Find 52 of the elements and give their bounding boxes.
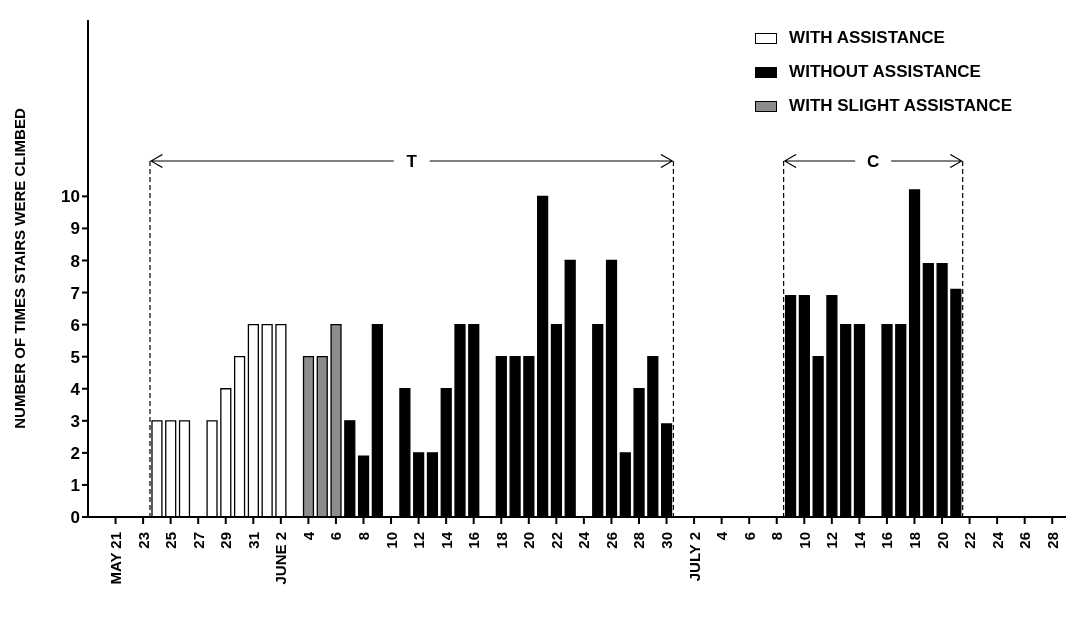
x-tick-label: 14 <box>437 531 455 549</box>
y-axis-title: NUMBER OF TIMES STAIRS WERE CLIMBED <box>11 108 29 429</box>
y-tick-label: 9 <box>70 219 80 239</box>
x-tick-label: 10 <box>382 532 400 549</box>
x-tick-label: 18 <box>905 532 923 549</box>
x-tick-label: 14 <box>850 531 868 549</box>
x-tick-label: 28 <box>630 532 648 549</box>
x-tick-label: 29 <box>217 532 235 549</box>
y-tick-label: 6 <box>70 315 80 335</box>
x-tick-label: 31 <box>244 532 262 549</box>
x-tick-label: 24 <box>988 531 1006 549</box>
x-tick-label: 20 <box>520 532 538 549</box>
y-tick-label: 3 <box>70 411 80 431</box>
y-tick-label: 0 <box>70 508 80 528</box>
x-tick-label: 8 <box>354 532 372 541</box>
x-tick-label: 10 <box>795 532 813 549</box>
y-tick-label: 5 <box>70 347 80 367</box>
legend-label: WITH SLIGHT ASSISTANCE <box>789 96 1012 116</box>
x-tick-label: 16 <box>878 532 896 549</box>
y-tick-label: 4 <box>70 379 81 399</box>
y-tick-label: 1 <box>70 475 80 495</box>
x-tick-label: 22 <box>547 532 565 549</box>
y-tick-label: 7 <box>70 283 80 303</box>
annotation: C <box>867 151 880 171</box>
x-tick-label: 4 <box>713 531 731 541</box>
x-tick-label: 12 <box>823 532 841 549</box>
x-tick-label: JUNE 2 <box>272 532 290 585</box>
x-tick-label: 24 <box>575 531 593 549</box>
x-tick-label: 12 <box>410 532 428 549</box>
x-tick-label: 8 <box>768 532 786 541</box>
x-tick-label: JULY 2 <box>685 532 703 582</box>
x-tick-label: 6 <box>740 532 758 541</box>
x-tick-label: 28 <box>1043 532 1061 549</box>
x-tick-label: 26 <box>602 532 620 549</box>
x-tick-label: 18 <box>492 532 510 549</box>
x-tick-label: MAY 21 <box>107 532 125 585</box>
x-tick-label: 16 <box>465 532 483 549</box>
y-tick-label: 10 <box>61 187 80 207</box>
legend-label: WITHOUT ASSISTANCE <box>789 62 981 82</box>
annotation: T <box>406 151 418 171</box>
legend-label: WITH ASSISTANCE <box>789 28 945 48</box>
y-tick-label: 2 <box>70 443 80 463</box>
x-tick-label: 25 <box>162 532 180 549</box>
x-tick-label: 4 <box>299 531 317 541</box>
y-tick-label: 8 <box>70 251 80 271</box>
x-tick-label: 23 <box>134 532 152 549</box>
x-tick-label: 27 <box>189 532 207 549</box>
x-tick-label: 20 <box>933 532 951 549</box>
x-tick-label: 6 <box>327 532 345 541</box>
x-tick-label: 30 <box>658 532 676 549</box>
x-tick-label: 22 <box>961 532 979 549</box>
x-tick-label: 26 <box>1016 532 1034 549</box>
